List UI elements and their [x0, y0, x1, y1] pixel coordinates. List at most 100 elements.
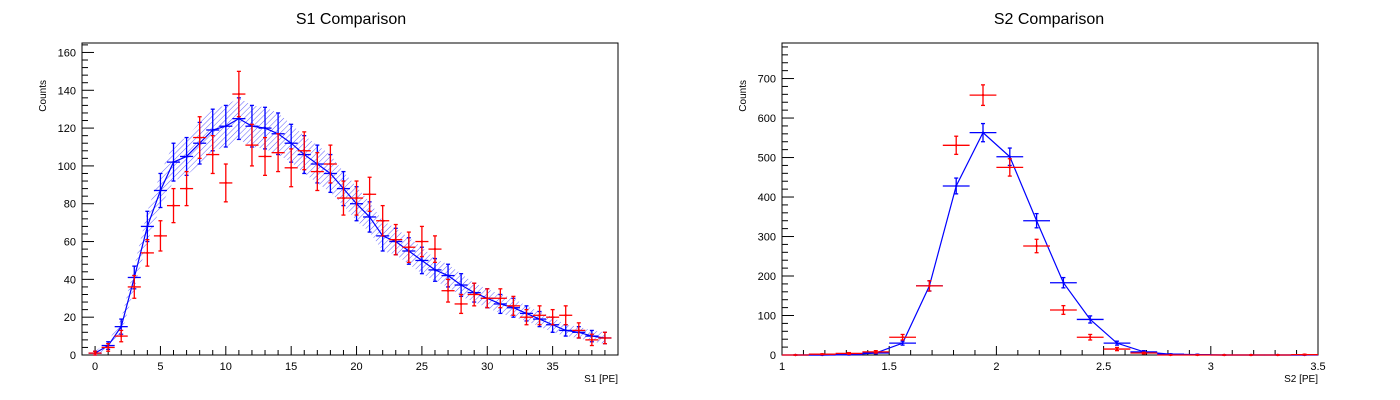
point-marker [1116, 348, 1118, 350]
s1-chart-title: S1 Comparison [296, 11, 406, 28]
point-marker [264, 155, 266, 157]
s2-y-tick-label: 300 [758, 232, 776, 244]
point-marker [277, 151, 279, 153]
s2-data-point [1023, 214, 1050, 228]
point-marker [212, 153, 214, 155]
point-marker [565, 329, 567, 331]
s2-data-point [943, 178, 970, 194]
point-marker [316, 170, 318, 172]
s1-chart: S1 Comparison Counts S1 [PE] 0 5 10 15 20 25 3… [38, 11, 618, 385]
point-marker [512, 305, 514, 307]
s1-y-tick-label: 100 [58, 161, 76, 173]
s1-y-tick-label: 60 [64, 237, 76, 249]
point-marker [303, 150, 305, 152]
s1-series-blue [89, 98, 612, 355]
point-marker [146, 252, 148, 254]
point-marker [1196, 354, 1198, 356]
point-marker [368, 216, 370, 218]
point-marker [525, 316, 527, 318]
point-marker [460, 303, 462, 305]
s1-x-tick-label: 5 [157, 361, 163, 373]
point-marker [225, 125, 227, 127]
point-marker [821, 353, 823, 355]
point-marker [368, 193, 370, 195]
point-marker [901, 342, 903, 344]
s1-y-tick-label: 20 [64, 312, 76, 324]
s2-series-blue [782, 124, 1318, 357]
s2-data-point [889, 334, 916, 340]
s2-data-point [943, 136, 970, 154]
point-marker [499, 297, 501, 299]
s1-y-tick-label: 140 [58, 85, 76, 97]
point-marker [486, 297, 488, 299]
point-marker [408, 246, 410, 248]
s2-data-point [889, 341, 916, 345]
point-marker [434, 248, 436, 250]
point-marker [159, 189, 161, 191]
point-marker [1089, 336, 1091, 338]
s2-data-point [916, 281, 943, 291]
point-marker [212, 129, 214, 131]
s2-data-point [1050, 278, 1077, 288]
point-marker [238, 93, 240, 95]
s2-plot-frame [782, 43, 1318, 355]
point-marker [421, 240, 423, 242]
s2-data-point [970, 85, 997, 106]
s2-x-tick-label: 1.5 [882, 361, 897, 373]
point-marker [578, 329, 580, 331]
s1-x-tick-label: 15 [285, 361, 297, 373]
point-marker [421, 259, 423, 261]
point-marker [1089, 318, 1091, 320]
point-marker [1143, 352, 1145, 354]
point-marker [591, 339, 593, 341]
s2-data-point [1077, 316, 1104, 323]
s2-x-tick-label: 2 [993, 361, 999, 373]
s1-y-tick-label: 0 [70, 350, 76, 362]
s2-x-tick-label: 2.5 [1096, 361, 1111, 373]
s2-y-tick-label: 400 [758, 192, 776, 204]
point-marker [1303, 353, 1305, 355]
s1-x-tick-label: 30 [481, 361, 493, 373]
s1-y-tick-label: 160 [58, 47, 76, 59]
point-marker [290, 142, 292, 144]
point-marker [225, 182, 227, 184]
s1-x-tick-label: 35 [547, 361, 559, 373]
s2-x-tick-label: 1 [779, 361, 785, 373]
point-marker [381, 220, 383, 222]
s1-y-tick-label: 80 [64, 199, 76, 211]
point-marker [604, 337, 606, 339]
point-marker [1035, 220, 1037, 222]
s1-data-point [219, 164, 232, 202]
point-marker [982, 94, 984, 96]
point-marker [1116, 342, 1118, 344]
s1-x-tick-label: 25 [416, 361, 428, 373]
point-marker [133, 286, 135, 288]
point-marker [146, 225, 148, 227]
s2-data-point [1264, 354, 1291, 356]
point-marker [329, 163, 331, 165]
s1-y-tick-label: 40 [64, 274, 76, 286]
s2-y-tick-label: 700 [758, 74, 776, 86]
point-marker [172, 204, 174, 206]
s2-y-tick-label: 200 [758, 271, 776, 283]
point-marker [1169, 354, 1171, 356]
s1-data-point [167, 189, 180, 223]
s2-data-point [1104, 341, 1131, 345]
s2-chart: S2 Comparison Counts S2 [PE] 1 1.5 2 2.5 3 3.… [738, 11, 1326, 385]
point-marker [551, 316, 553, 318]
point-marker [290, 167, 292, 169]
point-marker [1223, 354, 1225, 356]
point-marker [447, 290, 449, 292]
s2-data-point [996, 159, 1023, 176]
s2-y-tick-label: 0 [770, 350, 776, 362]
s1-error-band [95, 98, 605, 355]
point-marker [159, 235, 161, 237]
s2-x-tick-label: 3.5 [1310, 361, 1325, 373]
point-marker [355, 197, 357, 199]
point-marker [107, 346, 109, 348]
point-marker [251, 144, 253, 146]
point-marker [264, 127, 266, 129]
s1-data-point [154, 221, 167, 251]
